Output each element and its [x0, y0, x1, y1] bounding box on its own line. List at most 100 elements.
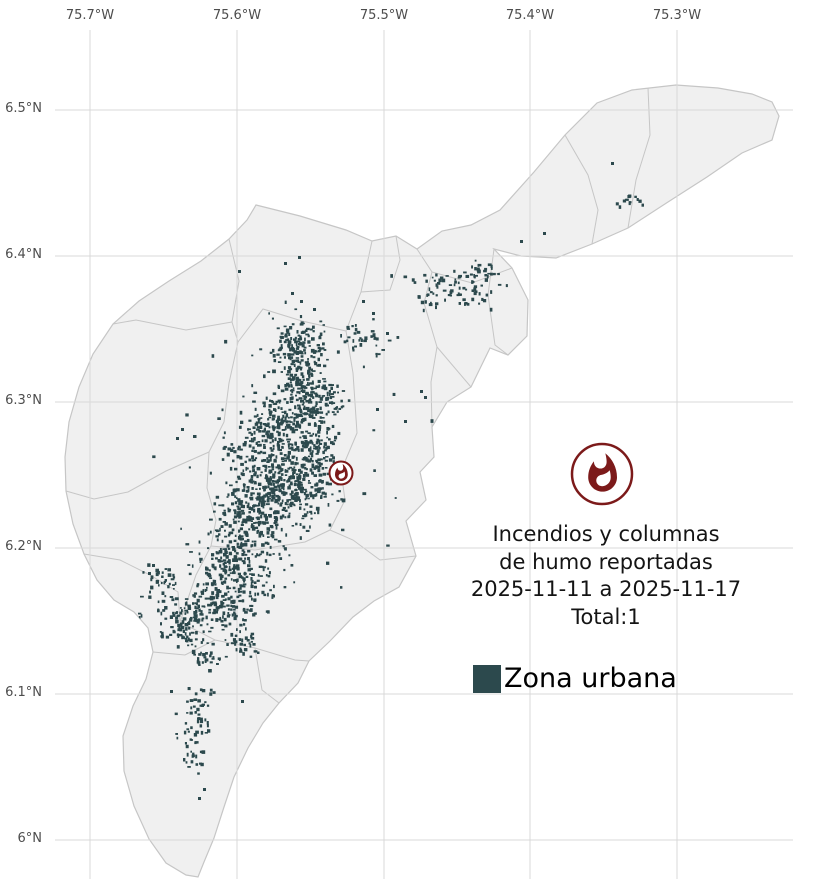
urban-dot — [362, 365, 365, 369]
urban-dot — [290, 564, 294, 567]
urban-dot — [184, 623, 188, 627]
urban-dot — [194, 638, 198, 641]
urban-dot — [433, 229, 436, 232]
urban-dot — [294, 488, 298, 491]
urban-dot — [325, 412, 328, 416]
urban-dot — [280, 477, 283, 481]
urban-dot — [251, 540, 254, 543]
urban-dot — [220, 619, 224, 623]
urban-dot — [236, 595, 240, 599]
urban-dot — [283, 547, 286, 550]
urban-dot — [275, 400, 279, 403]
urban-dot — [320, 496, 323, 499]
urban-dot — [201, 750, 206, 754]
y-tick-label: 6.5°N — [5, 101, 42, 116]
urban-dot — [295, 462, 299, 465]
urban-dot — [420, 390, 423, 393]
urban-dot — [194, 645, 197, 648]
urban-dot — [477, 263, 482, 267]
urban-dot — [278, 486, 281, 489]
urban-dot — [193, 619, 198, 622]
urban-dot — [287, 423, 291, 427]
urban-dot — [198, 653, 202, 656]
urban-dot — [387, 339, 392, 342]
urban-dot — [318, 479, 322, 483]
urban-dot — [310, 373, 314, 377]
urban-dot — [252, 643, 256, 646]
urban-dot — [259, 487, 261, 490]
urban-dot — [171, 598, 175, 602]
urban-dot — [201, 617, 205, 620]
urban-dot — [238, 425, 242, 429]
urban-dot — [215, 595, 219, 600]
urban-dot — [328, 390, 331, 393]
urban-dot — [277, 440, 279, 444]
urban-dot — [284, 384, 287, 388]
urban-dot — [224, 571, 226, 574]
urban-dot — [161, 575, 164, 578]
urban-dot — [148, 595, 152, 599]
urban-dot — [259, 450, 263, 454]
urban-dot — [140, 614, 143, 618]
urban-dot — [228, 568, 232, 572]
urban-dot — [274, 520, 278, 524]
urban-dot — [239, 590, 243, 593]
urban-dot — [248, 642, 251, 645]
urban-dot — [266, 531, 270, 535]
urban-dot — [394, 497, 397, 499]
urban-dot — [266, 477, 270, 482]
urban-dot — [288, 476, 292, 480]
urban-zone-swatch — [473, 664, 501, 693]
urban-dot — [270, 487, 274, 491]
urban-dot — [189, 711, 193, 715]
urban-dot — [244, 636, 248, 640]
urban-dot — [253, 650, 258, 653]
urban-dot — [214, 579, 217, 583]
urban-dot — [232, 571, 236, 575]
urban-dot — [291, 443, 294, 447]
urban-dot — [271, 463, 274, 467]
urban-dot — [284, 509, 288, 512]
urban-dot — [305, 363, 309, 366]
urban-dot — [352, 348, 355, 352]
urban-dot — [280, 407, 283, 410]
urban-dot — [192, 602, 195, 605]
urban-dot — [233, 579, 237, 582]
urban-dot — [323, 364, 327, 368]
urban-dot — [236, 628, 238, 631]
urban-dot — [244, 494, 248, 498]
urban-dot — [309, 525, 311, 529]
urban-dot — [454, 278, 457, 281]
urban-dot — [223, 431, 226, 435]
urban-dot — [289, 356, 294, 359]
urban-dot — [252, 426, 256, 429]
urban-dot — [220, 567, 224, 570]
urban-dot — [246, 505, 249, 509]
urban-dot — [266, 521, 269, 524]
urban-dot — [216, 606, 220, 610]
urban-dot — [273, 359, 277, 363]
urban-dot — [308, 375, 311, 379]
urban-dot — [436, 285, 439, 289]
urban-dot — [268, 408, 271, 411]
urban-dot — [312, 351, 317, 354]
urban-dot — [305, 493, 309, 497]
urban-dot — [172, 573, 175, 577]
urban-dot — [462, 286, 466, 290]
urban-dot — [307, 381, 309, 385]
urban-dot — [308, 345, 311, 347]
urban-dot — [187, 644, 190, 647]
urban-dot — [290, 494, 295, 499]
urban-dot — [300, 385, 305, 388]
urban-dot — [448, 284, 453, 286]
urban-dot — [238, 599, 242, 603]
urban-dot — [181, 609, 183, 613]
urban-dot — [304, 456, 306, 459]
urban-dot — [364, 336, 368, 340]
urban-dot — [244, 553, 248, 556]
urban-dot — [298, 475, 302, 479]
urban-dot — [251, 553, 254, 556]
urban-dot — [299, 367, 303, 371]
urban-dot — [277, 484, 280, 488]
